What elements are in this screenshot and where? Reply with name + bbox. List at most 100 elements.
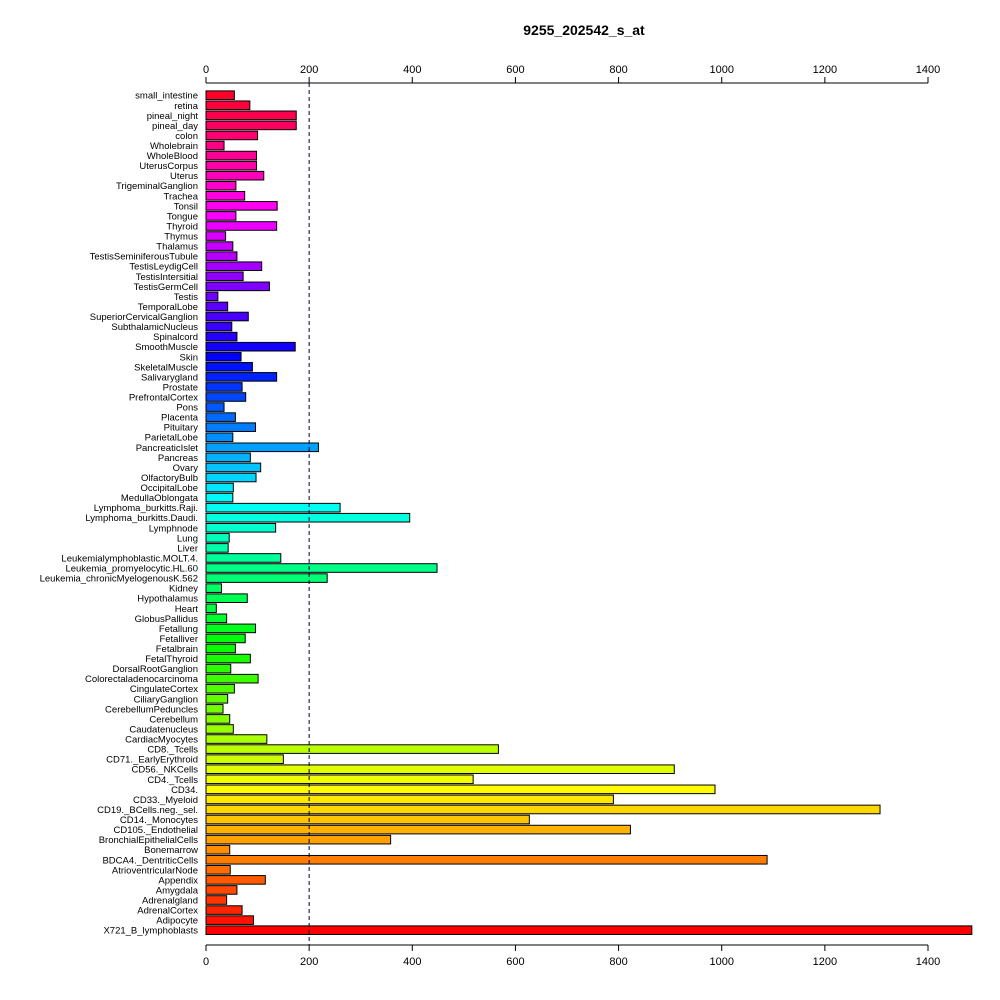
category-label: Kidney xyxy=(169,584,198,595)
bar xyxy=(205,150,258,161)
bar xyxy=(205,120,297,131)
category-label: Prostate xyxy=(163,382,198,393)
category-label: CiliaryGanglion xyxy=(134,694,198,705)
bar xyxy=(205,522,277,533)
bar xyxy=(205,834,392,845)
bar xyxy=(205,241,234,251)
category-label: Pituitary xyxy=(164,423,199,434)
category-label: CD19._BCells.neg._sel. xyxy=(97,805,198,816)
category-label: Cerebellum xyxy=(149,714,198,725)
bar xyxy=(205,281,270,292)
bottom-axis-tick-label: 0 xyxy=(203,956,209,968)
category-label: OlfactoryBulb xyxy=(141,473,198,484)
bar xyxy=(205,261,263,272)
bar xyxy=(205,251,238,261)
category-label: Hypothalamus xyxy=(137,594,198,605)
category-label: SubthalamicNucleus xyxy=(111,322,198,333)
category-label: Fetalliver xyxy=(159,634,198,645)
category-label: CardiacMyocytes xyxy=(125,735,198,746)
category-label: Lymphoma_burkitts.Daudi. xyxy=(85,513,198,524)
bar xyxy=(205,311,249,322)
bar xyxy=(205,663,232,674)
bar xyxy=(205,90,235,101)
bar xyxy=(205,291,219,302)
bar xyxy=(205,774,474,785)
category-label: CD8._Tcells xyxy=(147,745,198,756)
category-label: Lymphoma_burkitts.Raji. xyxy=(94,503,198,514)
top-axis-tick-label: 1400 xyxy=(916,64,940,76)
bar xyxy=(205,492,234,503)
bar xyxy=(205,854,768,865)
bar xyxy=(205,191,246,201)
category-label: CD34. xyxy=(171,785,198,796)
bar xyxy=(205,382,243,392)
bar xyxy=(205,452,251,463)
bar xyxy=(205,744,499,754)
category-label: CD4._Tcells xyxy=(147,775,198,786)
category-label: Heart xyxy=(175,604,199,615)
top-axis: 0 200 400 600 800 1000 1200 1400 xyxy=(203,64,940,84)
bottom-axis-tick-label: 800 xyxy=(609,956,627,968)
bar xyxy=(205,714,231,724)
category-label: pineal_night xyxy=(147,111,199,122)
category-label: Tongue xyxy=(167,211,198,222)
bar xyxy=(205,442,319,453)
bar xyxy=(205,764,675,775)
bottom-axis-tick-label: 1200 xyxy=(813,956,837,968)
bar xyxy=(205,130,259,141)
category-label: FetalThyroid xyxy=(145,654,198,665)
bar xyxy=(205,170,265,181)
category-label: Lung xyxy=(177,533,198,544)
bar xyxy=(205,201,278,211)
bar xyxy=(205,794,614,805)
category-label: AdrenalCortex xyxy=(137,906,198,917)
category-label: WholeBlood xyxy=(147,151,198,162)
category-label: Thymus xyxy=(164,232,198,243)
category-label: GlobusPallidus xyxy=(135,614,199,625)
category-label: Leukemialymphoblastic.MOLT.4. xyxy=(61,553,198,564)
bar xyxy=(205,915,254,925)
bar xyxy=(205,432,234,443)
category-label: PrefrontalCortex xyxy=(129,393,198,404)
category-label: OccipitalLobe xyxy=(140,483,198,494)
category-label: Leukemia_chronicMyelogenousK.562 xyxy=(40,574,198,585)
bar xyxy=(205,683,235,694)
bottom-axis-tick-label: 200 xyxy=(300,956,318,968)
bottom-axis-tick-label: 1400 xyxy=(916,956,940,968)
category-label: BDCA4._DentriticCells xyxy=(102,855,198,866)
category-label: BronchialEpithelialCells xyxy=(99,835,199,846)
category-label: ParietalLobe xyxy=(145,433,198,444)
bar xyxy=(205,673,259,684)
bar xyxy=(205,623,257,634)
top-axis-tick-label: 400 xyxy=(403,64,421,76)
category-label: UterusCorpus xyxy=(139,161,198,172)
bar xyxy=(205,412,236,422)
bottom-axis-tick-label: 1000 xyxy=(709,956,733,968)
category-label: Fetallung xyxy=(159,624,198,635)
bar xyxy=(205,653,251,664)
category-labels: small_intestineretinapineal_nightpineal_… xyxy=(40,91,199,937)
category-label: Testis xyxy=(174,292,199,303)
bar xyxy=(205,543,229,553)
bar xyxy=(205,734,268,744)
bar xyxy=(205,865,231,875)
bar xyxy=(205,875,266,885)
category-label: DorsalRootGanglion xyxy=(112,664,198,675)
bar xyxy=(205,593,248,604)
bottom-axis-tick-label: 600 xyxy=(506,956,524,968)
chart-title: 9255_202542_s_at xyxy=(523,22,645,38)
bar xyxy=(205,553,282,563)
bar xyxy=(205,100,251,111)
category-label: SuperiorCervicalGanglion xyxy=(90,312,198,323)
category-label: Lymphnode xyxy=(149,523,198,534)
category-label: AtrioventricularNode xyxy=(112,865,198,876)
category-label: colon xyxy=(175,131,198,142)
bar xyxy=(205,211,237,221)
category-label: Salivarygland xyxy=(141,372,198,383)
top-axis-tick-label: 800 xyxy=(609,64,627,76)
bar xyxy=(205,160,258,171)
bottom-axis-tick-label: 400 xyxy=(403,956,421,968)
bar xyxy=(205,885,238,895)
category-label: Ovary xyxy=(173,463,199,474)
